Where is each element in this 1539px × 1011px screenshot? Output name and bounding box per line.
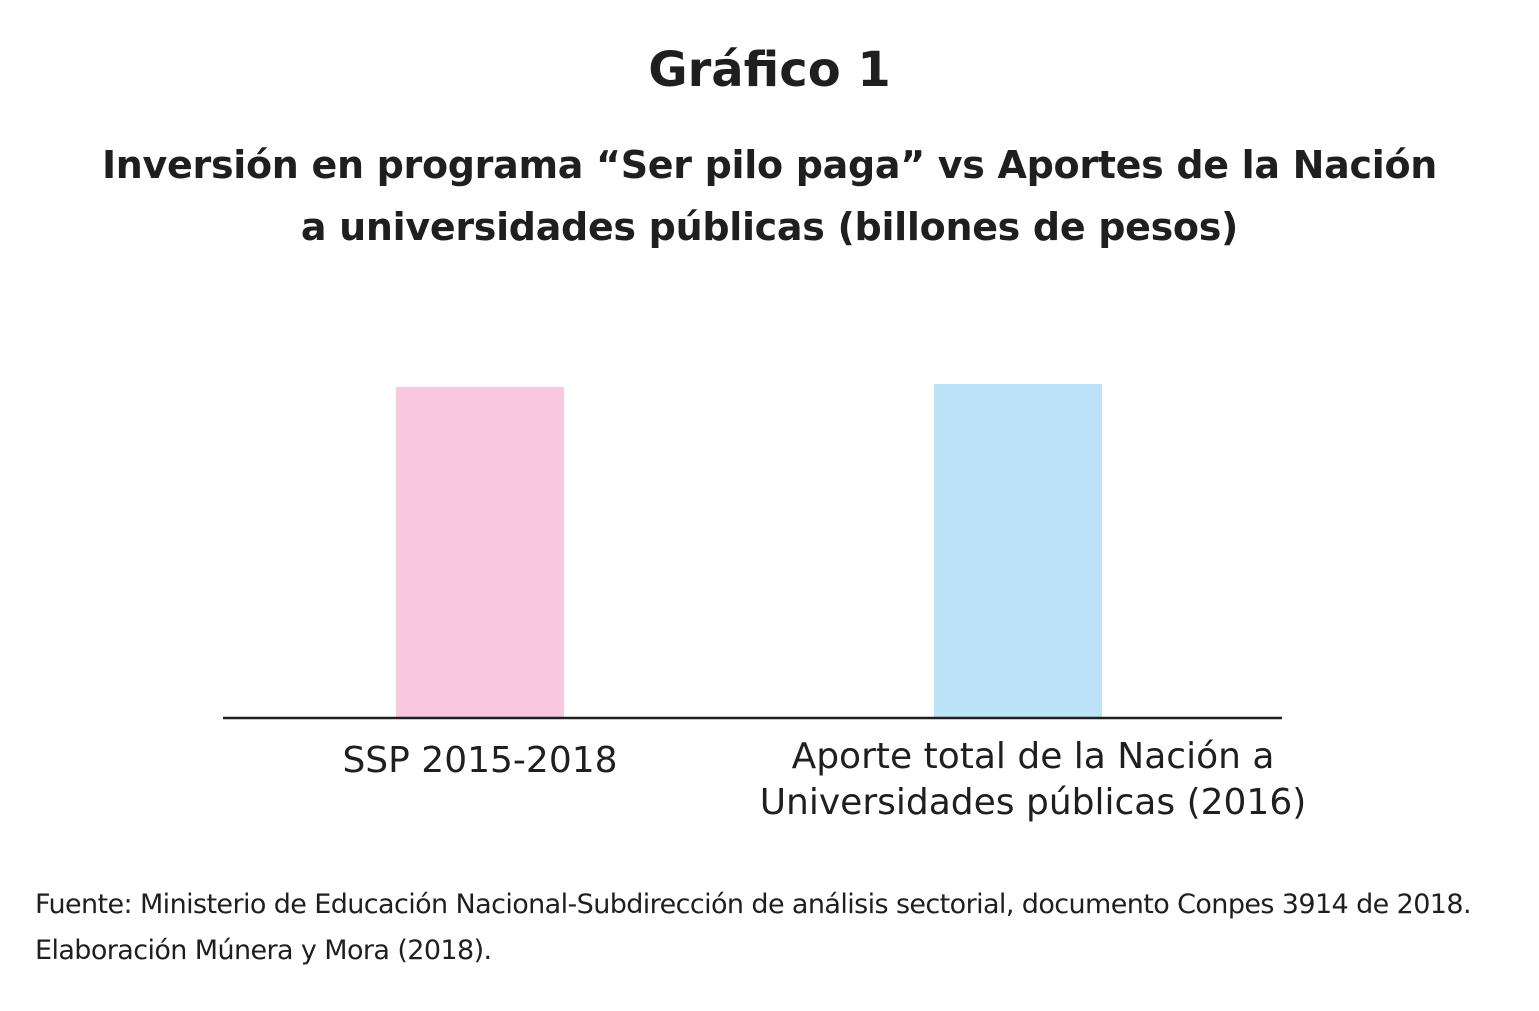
source-note: Fuente: Ministerio de Educación Nacional… xyxy=(35,882,1530,974)
category-label-2: Aporte total de la Nación a Universidades… xyxy=(760,736,1307,823)
bar-1 xyxy=(396,387,564,717)
chart-title: Inversión en programa “Ser pilo paga” vs… xyxy=(0,134,1539,258)
chart-title-line-1: Inversión en programa “Ser pilo paga” vs… xyxy=(101,143,1438,187)
bar-2 xyxy=(934,384,1102,717)
category-label-1: SSP 2015-2018 xyxy=(342,740,617,781)
source-line-1: Fuente: Ministerio de Educación Nacional… xyxy=(35,889,1472,920)
figure-label: Gráfico 1 xyxy=(648,42,891,98)
source-line-2: Elaboración Múnera y Mora (2018). xyxy=(35,935,492,966)
chart-title-line-2: a universidades públicas (billones de pe… xyxy=(300,205,1239,249)
category-label-1-line-1: SSP 2015-2018 xyxy=(342,740,617,781)
category-label-2-line-2: Universidades públicas (2016) xyxy=(760,782,1307,823)
category-label-2-line-1: Aporte total de la Nación a xyxy=(792,736,1275,777)
